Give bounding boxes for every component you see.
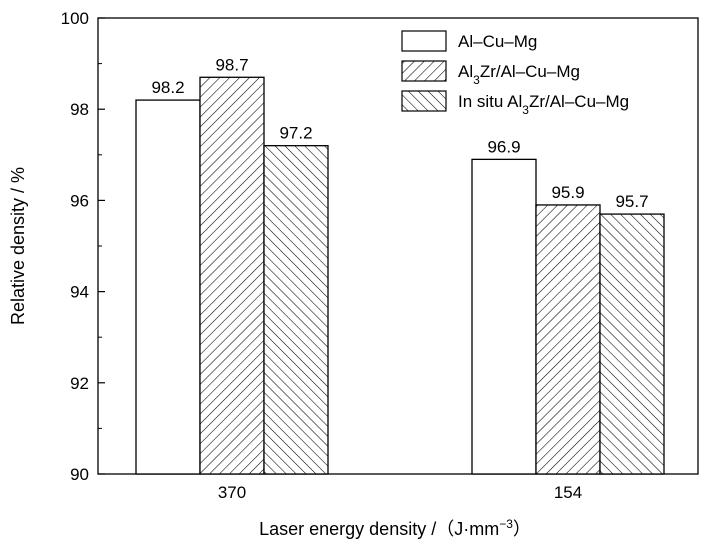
data-label: 96.9 xyxy=(487,137,520,156)
legend-label: Al–Cu–Mg xyxy=(458,32,537,51)
y-axis: 90 92 94 96 98 100 xyxy=(61,9,105,484)
data-label: 95.7 xyxy=(615,192,648,211)
data-label: 95.9 xyxy=(551,183,584,202)
y-axis-title: Relative density / % xyxy=(8,167,28,325)
y-tick-label: 96 xyxy=(70,191,89,210)
y-tick-label: 100 xyxy=(61,9,89,28)
bar xyxy=(199,76,265,475)
data-label: 98.7 xyxy=(215,55,248,74)
x-axis-title: Laser energy density /（J·mm−3） xyxy=(259,517,531,539)
bar xyxy=(471,158,537,475)
x-tick-label: 154 xyxy=(554,483,582,502)
y-tick-label: 92 xyxy=(70,374,89,393)
data-label: 97.2 xyxy=(279,124,312,143)
y-tick-label: 90 xyxy=(70,465,89,484)
y-tick-label: 94 xyxy=(70,283,89,302)
x-tick-label: 370 xyxy=(218,483,246,502)
legend-swatch xyxy=(401,60,447,82)
bars: 98.2 98.7 97.2 96.9 95.9 95.7 xyxy=(135,55,665,475)
data-label: 98.2 xyxy=(151,78,184,97)
y-tick-label: 98 xyxy=(70,100,89,119)
legend-swatch xyxy=(401,30,447,52)
legend: Al–Cu–Mg Al3Zr/Al–Cu–Mg In situ Al3Zr/Al–C… xyxy=(401,30,629,117)
legend-label: In situ Al3Zr/Al–Cu–Mg xyxy=(458,92,629,117)
legend-swatch xyxy=(401,90,447,112)
bar xyxy=(535,204,601,475)
bar xyxy=(599,213,665,475)
bar xyxy=(135,99,201,475)
legend-label: Al3Zr/Al–Cu–Mg xyxy=(458,62,580,87)
bar xyxy=(263,145,329,475)
